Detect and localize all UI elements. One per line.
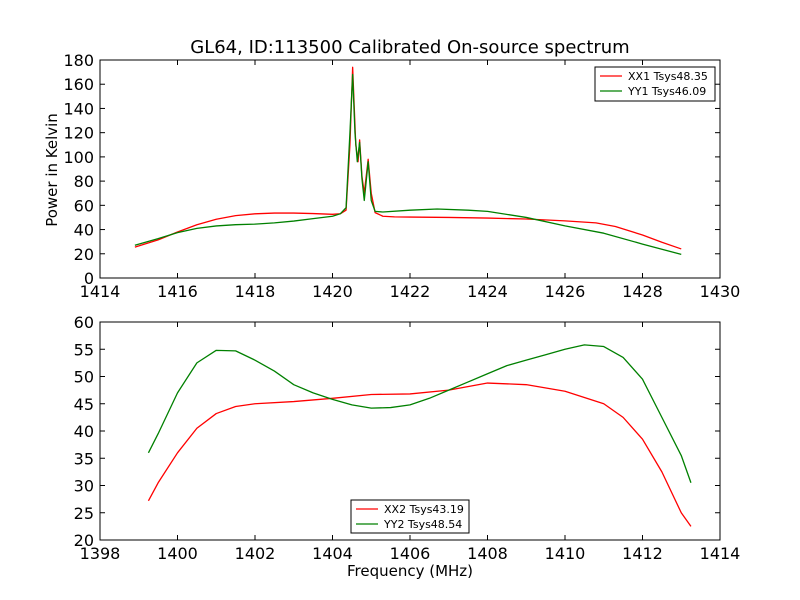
top-x-tick-label: 1428 [622, 282, 663, 301]
bottom-x-tick-label: 1412 [622, 544, 663, 563]
top-legend-box [594, 66, 716, 102]
top-panel: 1414 1416 1418 1420 1422 1424 1426 1428 1430 0 20 4… [63, 51, 740, 301]
top-x-tick-label: 1426 [545, 282, 586, 301]
bottom-x-tick-label: 1414 [700, 544, 741, 563]
bottom-x-tick-label: 1404 [312, 544, 353, 563]
top-y-tick-label: 180 [63, 51, 94, 70]
top-x-tick-label: 1420 [312, 282, 353, 301]
top-x-tick-label: 1414 [80, 282, 121, 301]
top-y-tick-label: 60 [74, 196, 94, 215]
bottom-y-tick-label: 25 [74, 504, 94, 523]
bottom-x-tick-label: 1408 [467, 544, 508, 563]
bottom-y-tick-label: 30 [74, 477, 94, 496]
bottom-x-tick-label: 1400 [157, 544, 198, 563]
top-y-tick-label: 160 [63, 75, 94, 94]
bottom-legend-box [350, 499, 470, 534]
bottom-legend-label-2: YY2 Tsys48.54 [383, 518, 462, 531]
bottom-y-tick-label: 35 [74, 449, 94, 468]
top-legend: XX1 Tsys48.35 YY1 Tsys46.09 [594, 66, 716, 102]
bottom-y-tick-label: 45 [74, 395, 94, 414]
bottom-y-tick-label: 55 [74, 340, 94, 359]
top-series-2-line [134, 73, 682, 256]
bottom-x-tick-label: 1398 [80, 544, 121, 563]
top-y-tick-label: 100 [63, 148, 94, 167]
bottom-y-tick-label: 60 [74, 313, 94, 332]
bottom-panel: 1398 1400 1402 1404 1406 1408 1410 1412 1414 20 25… [74, 313, 741, 563]
top-x-tick-label: 1430 [700, 282, 741, 301]
bottom-y-tick-label: 20 [74, 531, 94, 550]
bottom-x-tick-label: 1402 [235, 544, 276, 563]
bottom-x-axis-label: Frequency (MHz) [347, 562, 473, 580]
top-y-tick-label: 140 [63, 99, 94, 118]
bottom-legend-label-1: XX2 Tsys43.19 [384, 503, 464, 516]
top-legend-label-1: XX1 Tsys48.35 [628, 70, 708, 83]
top-y-tick-label: 80 [74, 172, 94, 191]
bottom-y-tick-label: 50 [74, 368, 94, 387]
top-x-tick-label: 1416 [157, 282, 198, 301]
bottom-legend: XX2 Tsys43.19 YY2 Tsys48.54 [350, 499, 470, 534]
chart-title: GL64, ID:113500 Calibrated On-source spe… [190, 37, 629, 58]
top-y-tick-label: 40 [74, 221, 94, 240]
top-x-tick-label: 1424 [467, 282, 508, 301]
top-y-tick-label: 120 [63, 124, 94, 143]
top-y-tick-label: 0 [84, 269, 94, 288]
bottom-y-tick-label: 40 [74, 422, 94, 441]
top-y-tick-label: 20 [74, 245, 94, 264]
bottom-x-tick-label: 1406 [390, 544, 431, 563]
bottom-series-2-line [147, 344, 692, 483]
bottom-x-tick-label: 1410 [545, 544, 586, 563]
bottom-series-1-line [147, 382, 692, 527]
top-x-tick-label: 1418 [235, 282, 276, 301]
top-x-tick-label: 1422 [390, 282, 431, 301]
top-legend-label-2: YY1 Tsys46.09 [627, 85, 706, 98]
top-y-axis-label: Power in Kelvin [43, 113, 61, 227]
